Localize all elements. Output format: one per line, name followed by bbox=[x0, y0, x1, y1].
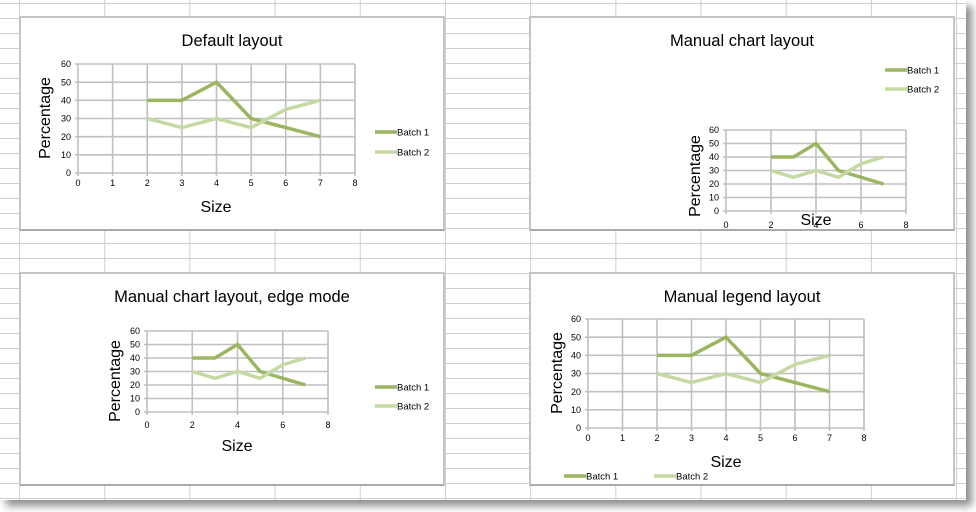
y-tick-label: 0 bbox=[714, 206, 719, 216]
x-tick-label: 8 bbox=[325, 420, 330, 430]
y-tick-label: 0 bbox=[135, 407, 140, 417]
x-tick-label: 6 bbox=[792, 433, 797, 443]
x-tick-label: 0 bbox=[723, 220, 728, 230]
x-tick-label: 0 bbox=[144, 420, 149, 430]
series-line-batch-2 bbox=[146, 98, 321, 130]
y-tick-label: 40 bbox=[130, 353, 140, 363]
chart-title: Manual chart layout, edge mode bbox=[114, 288, 350, 306]
legend-label-batch-2: Batch 2 bbox=[397, 402, 429, 413]
y-tick-label: 60 bbox=[709, 125, 719, 135]
legend-label-batch-2: Batch 2 bbox=[907, 85, 939, 96]
series-line-batch-1 bbox=[147, 80, 321, 139]
y-tick-label: 40 bbox=[571, 351, 581, 361]
legend-label-batch-1: Batch 1 bbox=[907, 66, 939, 77]
x-tick-label: 8 bbox=[861, 433, 866, 443]
y-tick-label: 40 bbox=[61, 96, 71, 106]
y-tick-label: 20 bbox=[709, 179, 719, 189]
legend-label-batch-1: Batch 1 bbox=[397, 128, 429, 139]
x-tick-label: 5 bbox=[758, 433, 763, 443]
x-tick-label: 6 bbox=[283, 178, 288, 188]
x-tick-label: 4 bbox=[214, 178, 219, 188]
x-tick-label: 6 bbox=[280, 420, 285, 430]
y-tick-label: 50 bbox=[130, 340, 140, 350]
chart-manual-chart-layout[interactable]: Manual chart layout bbox=[529, 16, 955, 231]
y-tick-label: 20 bbox=[571, 387, 581, 397]
y-tick-label: 20 bbox=[61, 132, 71, 142]
y-tick-label: 0 bbox=[66, 168, 71, 178]
y-tick-label: 30 bbox=[571, 369, 581, 379]
y-tick-label: 50 bbox=[709, 139, 719, 149]
x-tick-label: 1 bbox=[620, 433, 625, 443]
x-tick-label: 6 bbox=[858, 220, 863, 230]
x-tick-label: 2 bbox=[654, 433, 659, 443]
y-tick-label: 60 bbox=[61, 59, 71, 69]
x-tick-label: 0 bbox=[75, 178, 80, 188]
x-tick-label: 8 bbox=[352, 178, 357, 188]
chart-title: Default layout bbox=[181, 32, 283, 50]
series-line-batch-2 bbox=[770, 155, 885, 180]
x-tick-label: 2 bbox=[768, 220, 773, 230]
x-tick-label: 7 bbox=[318, 178, 323, 188]
plot-0: 0 10 20 30 40 50 60 0 1 2 3 4 5 6 7 8 Percentage Size Batc… bbox=[37, 59, 429, 216]
x-axis-title: Size bbox=[221, 438, 252, 455]
x-tick-label: 8 bbox=[903, 220, 908, 230]
x-tick-label: 4 bbox=[813, 220, 818, 230]
legend-label-batch-1: Batch 1 bbox=[586, 472, 618, 483]
x-tick-label: 4 bbox=[723, 433, 728, 443]
y-tick-label: 0 bbox=[576, 423, 581, 433]
series-line-batch-2 bbox=[656, 353, 830, 385]
legend: Batch 1 Batch 2 bbox=[375, 128, 429, 159]
y-tick-label: 30 bbox=[709, 166, 719, 176]
y-tick-label: 10 bbox=[709, 193, 719, 203]
y-tick-label: 30 bbox=[61, 114, 71, 124]
series-line-batch-1 bbox=[657, 335, 830, 394]
chart-default-layout[interactable]: Default layout bbox=[19, 16, 445, 231]
y-tick-label: 10 bbox=[61, 150, 71, 160]
y-axis-title: Percentage bbox=[687, 135, 704, 217]
y-axis-title: Percentage bbox=[549, 332, 566, 414]
x-tick-label: 2 bbox=[145, 178, 150, 188]
x-tick-label: 4 bbox=[235, 420, 240, 430]
x-tick-label: 2 bbox=[190, 420, 195, 430]
chart-title: Manual chart layout bbox=[670, 32, 814, 50]
legend-label-batch-2: Batch 2 bbox=[397, 148, 429, 159]
x-tick-label: 1 bbox=[110, 178, 115, 188]
legend: Batch 1 Batch 2 bbox=[375, 383, 429, 413]
series-line-batch-1 bbox=[192, 342, 306, 387]
y-tick-label: 30 bbox=[130, 367, 140, 377]
y-tick-label: 10 bbox=[571, 405, 581, 415]
y-tick-label: 10 bbox=[130, 394, 140, 404]
legend-label-batch-1: Batch 1 bbox=[397, 383, 429, 394]
y-tick-label: 20 bbox=[130, 380, 140, 390]
x-tick-label: 7 bbox=[827, 433, 832, 443]
y-axis-title: Percentage bbox=[107, 340, 124, 422]
x-axis-title: Size bbox=[710, 454, 741, 471]
legend: Batch 1 Batch 2 bbox=[885, 66, 939, 96]
y-tick-label: 60 bbox=[571, 314, 581, 324]
x-axis-title: Size bbox=[800, 212, 831, 229]
chart-title: Manual legend layout bbox=[663, 288, 821, 306]
y-axis-title: Percentage bbox=[37, 77, 54, 159]
x-tick-label: 0 bbox=[585, 433, 590, 443]
legend: Batch 1 Batch 2 bbox=[564, 472, 708, 483]
x-tick-label: 3 bbox=[179, 178, 184, 188]
chart-manual-chart-layout-edge-mode[interactable]: Manual chart layout, edge mode bbox=[19, 272, 445, 486]
series-line-batch-2 bbox=[191, 356, 306, 381]
series-line-batch-1 bbox=[771, 141, 885, 186]
y-tick-label: 50 bbox=[61, 77, 71, 87]
y-tick-label: 40 bbox=[709, 152, 719, 162]
x-tick-label: 3 bbox=[689, 433, 694, 443]
y-tick-label: 50 bbox=[571, 332, 581, 342]
x-tick-label: 5 bbox=[249, 178, 254, 188]
legend-label-batch-2: Batch 2 bbox=[676, 472, 708, 483]
x-axis-title: Size bbox=[200, 199, 231, 216]
y-tick-label: 60 bbox=[130, 326, 140, 336]
